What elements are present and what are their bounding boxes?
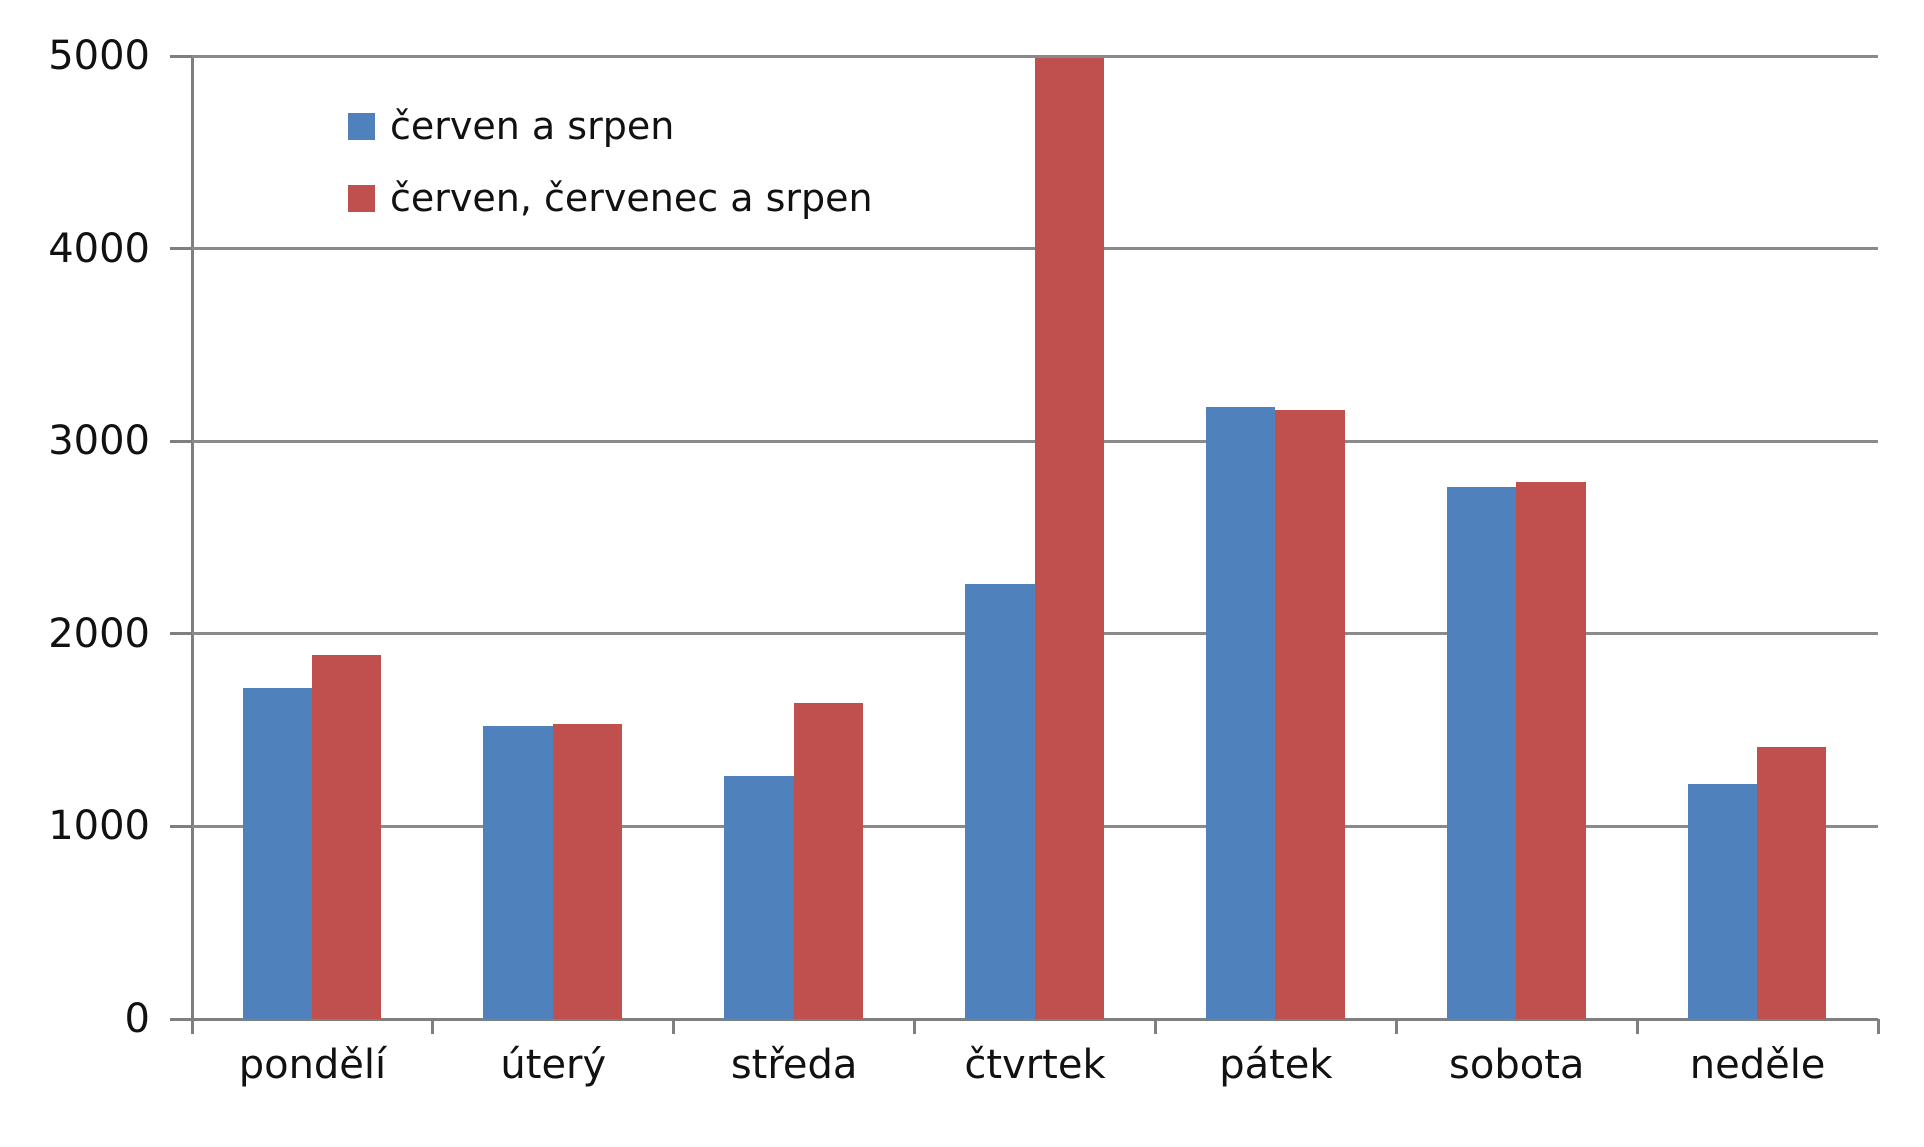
y-axis-line bbox=[191, 56, 194, 1021]
bar-čtvrtek-series-1 bbox=[1034, 57, 1104, 1019]
bar-středa-series-1 bbox=[793, 703, 864, 1019]
y-axis-label: 0 bbox=[124, 996, 150, 1042]
bar-úterý-series-0 bbox=[483, 726, 553, 1019]
x-axis-line bbox=[170, 1018, 1878, 1021]
y-tick-5000 bbox=[170, 54, 192, 58]
legend-swatch-red bbox=[348, 185, 375, 213]
bar-neděle-series-0 bbox=[1687, 784, 1758, 1019]
y-tick-1000 bbox=[170, 824, 192, 828]
x-tick bbox=[190, 1019, 194, 1034]
bar-sobota-series-0 bbox=[1446, 487, 1517, 1019]
x-tick bbox=[1394, 1019, 1398, 1034]
bar-group-úterý bbox=[433, 56, 674, 1019]
x-axis-label-středa: středa bbox=[730, 1042, 858, 1088]
y-axis-label: 2000 bbox=[48, 610, 150, 657]
bar-úterý-series-1 bbox=[552, 724, 623, 1019]
x-tick bbox=[1153, 1019, 1157, 1034]
legend: červen a srpen červen, červenec a srpen bbox=[348, 104, 873, 220]
legend-label: červen, červenec a srpen bbox=[390, 175, 873, 220]
x-tick bbox=[672, 1019, 676, 1034]
bar-group-středa bbox=[674, 56, 915, 1019]
x-axis-label-úterý: úterý bbox=[500, 1042, 607, 1088]
bar-group-pondělí bbox=[192, 56, 433, 1019]
y-axis-labels: 0 1000 2000 3000 4000 5000 bbox=[0, 33, 150, 1042]
y-axis-label: 5000 bbox=[48, 33, 150, 79]
x-tick bbox=[913, 1019, 917, 1034]
x-axis-label-pátek: pátek bbox=[1219, 1042, 1333, 1088]
legend-swatch-blue bbox=[348, 113, 375, 141]
y-tick-4000 bbox=[170, 247, 192, 251]
y-axis-label: 4000 bbox=[48, 225, 150, 272]
x-axis-label-čtvrtek: čtvrtek bbox=[964, 1042, 1106, 1088]
bar-středa-series-0 bbox=[724, 776, 794, 1019]
legend-label: červen a srpen bbox=[390, 104, 675, 148]
x-tick bbox=[1876, 1019, 1880, 1034]
bar-pondělí-series-1 bbox=[311, 655, 382, 1019]
x-axis-label-neděle: neděle bbox=[1689, 1042, 1826, 1088]
bar-neděle-series-1 bbox=[1757, 747, 1827, 1019]
legend-item-june-july-august: červen, červenec a srpen bbox=[348, 175, 873, 220]
x-axis-label-sobota: sobota bbox=[1449, 1042, 1585, 1088]
bar-pátek-series-0 bbox=[1206, 406, 1276, 1019]
bar-čtvrtek-series-0 bbox=[965, 583, 1035, 1019]
x-tick bbox=[431, 1019, 435, 1034]
y-tick-3000 bbox=[170, 439, 192, 443]
gridline-5000 bbox=[192, 54, 1878, 58]
bar-group-neděle bbox=[1637, 56, 1878, 1019]
legend-item-june-august: červen a srpen bbox=[348, 104, 873, 148]
bar-group-čtvrtek bbox=[915, 56, 1156, 1019]
bar-sobota-series-1 bbox=[1516, 481, 1586, 1019]
plot-area bbox=[192, 56, 1878, 1019]
y-axis-label: 1000 bbox=[48, 803, 150, 850]
bar-pátek-series-1 bbox=[1275, 410, 1345, 1019]
y-axis-label: 3000 bbox=[48, 418, 150, 465]
bar-group-pátek bbox=[1155, 56, 1396, 1019]
bar-group-sobota bbox=[1396, 56, 1637, 1019]
x-tick bbox=[1635, 1019, 1639, 1034]
x-axis-labels: pondělí úterý středa čtvrtek pátek sobota nedě… bbox=[192, 1042, 1878, 1088]
bar-pondělí-series-0 bbox=[242, 687, 312, 1019]
y-tick-2000 bbox=[170, 632, 192, 636]
x-axis-label-pondělí: pondělí bbox=[238, 1042, 387, 1088]
